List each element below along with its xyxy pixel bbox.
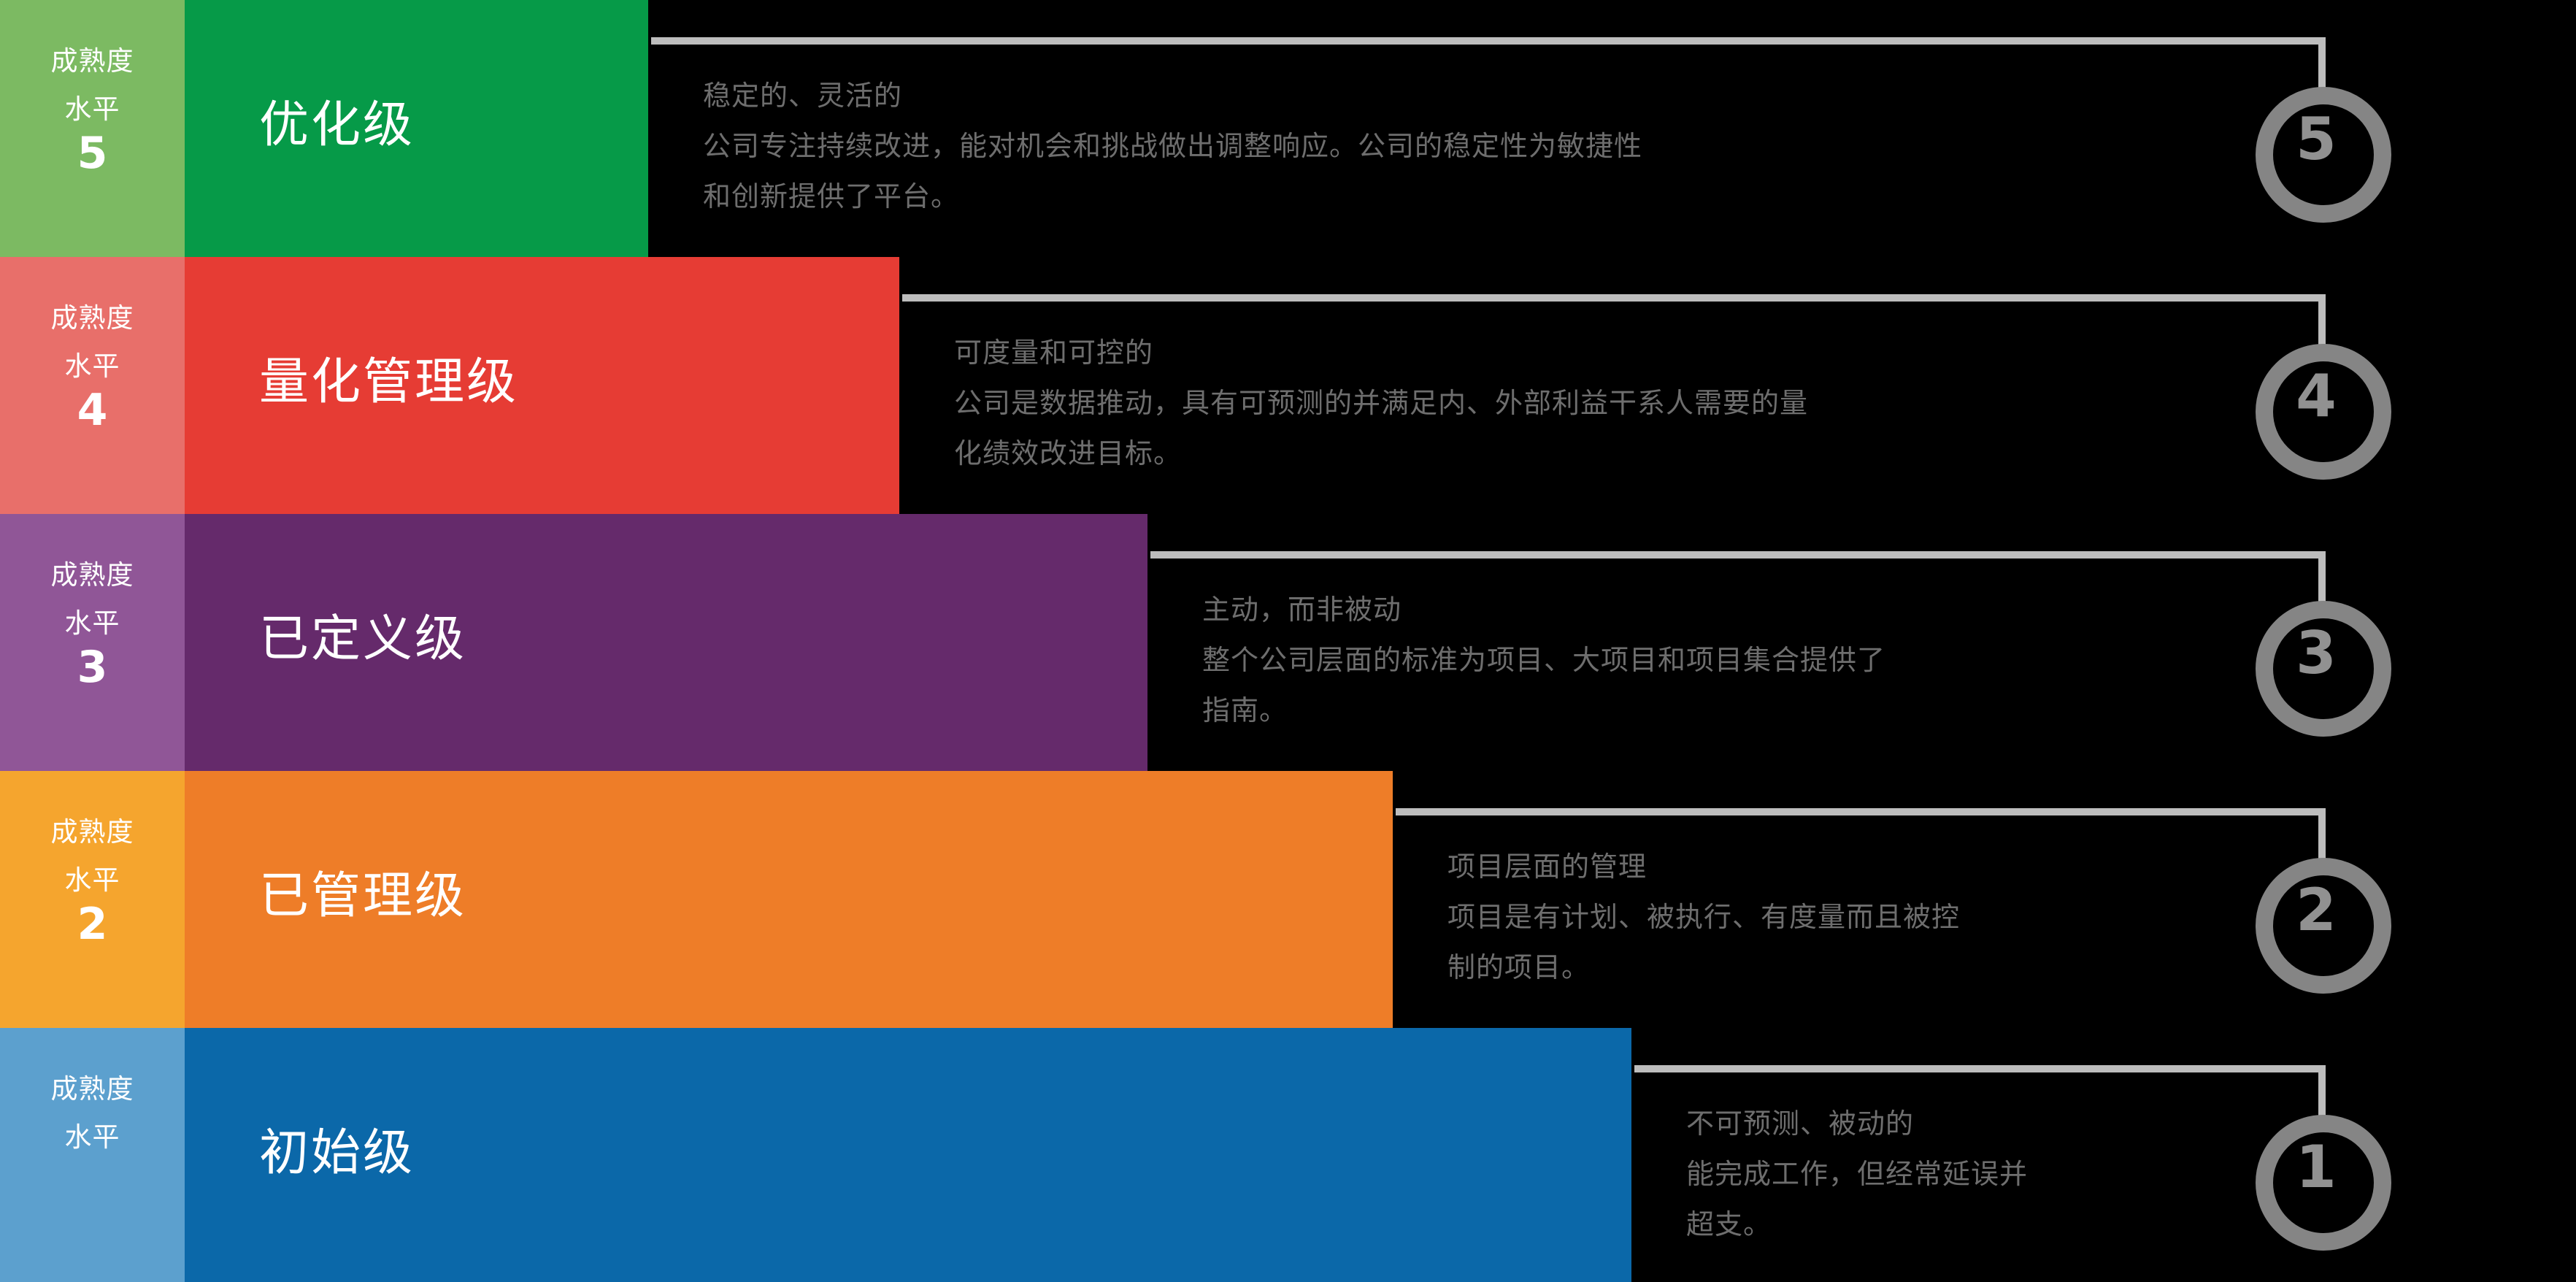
sidebar-heading-line2: 水平 [64,1121,120,1153]
connector-line-vertical [2318,559,2326,602]
connector-line-vertical [2318,815,2326,859]
sidebar-heading-line1: 成熟度 [50,1073,134,1105]
connector-line-vertical [2318,1072,2326,1116]
description-line: 不可预测、被动的 [1686,1108,1915,1140]
description-line: 整个公司层面的标准为项目、大项目和项目集合提供了 [1202,644,1886,676]
level-number: 3 [2296,619,2337,687]
level-sidebar: 成熟度 水平 4 [0,257,185,514]
level-description: 项目层面的管理 项目是有计划、被执行、有度量而且被控 制的项目。 [1447,842,1960,993]
level-sidebar: 成熟度 水平 [0,1028,185,1282]
level-description: 不可预测、被动的 能完成工作，但经常延误并 超支。 [1686,1099,2028,1250]
description-line: 和创新提供了平台。 [703,180,960,212]
level-bar: 已管理级 [185,771,1393,1028]
description-line: 项目层面的管理 [1447,851,1648,883]
sidebar-level-number: 5 [77,128,108,179]
level-number-circle: 3 [2256,601,2391,737]
connector-line-horizontal [902,294,2326,302]
connector-line-horizontal [651,37,2326,45]
connector-line-horizontal [1634,1065,2326,1072]
connector-line-horizontal [1396,808,2326,815]
maturity-row-level-5: 成熟度 水平 5 优化级 稳定的、灵活的 公司专注持续改进，能对机会和挑战做出调… [0,0,2576,257]
sidebar-heading-line1: 成熟度 [50,45,134,77]
sidebar-level-number: 2 [77,899,108,950]
sidebar-heading-line1: 成熟度 [50,302,134,334]
level-description: 主动，而非被动 整个公司层面的标准为项目、大项目和项目集合提供了 指南。 [1202,585,1885,736]
connector-line-vertical [2318,302,2326,345]
level-title: 量化管理级 [259,353,519,411]
maturity-row-level-2: 成熟度 水平 2 已管理级 项目层面的管理 项目是有计划、被执行、有度量而且被控… [0,771,2576,1028]
maturity-row-level-3: 成熟度 水平 3 已定义级 主动，而非被动 整个公司层面的标准为项目、大项目和项… [0,514,2576,771]
level-number-circle: 5 [2256,87,2391,223]
connector-line-vertical [2318,45,2326,88]
level-title: 已管理级 [259,867,467,925]
sidebar-heading-line2: 水平 [64,864,120,896]
level-number: 1 [2296,1133,2337,1201]
sidebar-heading-line2: 水平 [64,607,120,639]
description-line: 可度量和可控的 [954,337,1154,369]
level-number: 4 [2296,362,2337,430]
level-number-circle: 4 [2256,344,2391,480]
maturity-row-level-4: 成熟度 水平 4 量化管理级 可度量和可控的 公司是数据推动，具有可预测的并满足… [0,257,2576,514]
connector-line-horizontal [1150,551,2326,559]
level-bar: 初始级 [185,1028,1631,1282]
level-title: 优化级 [259,96,415,154]
description-line: 公司专注持续改进，能对机会和挑战做出调整响应。公司的稳定性为敏捷性 [703,130,1643,162]
level-bar: 已定义级 [185,514,1147,771]
level-number-circle: 1 [2256,1115,2391,1251]
level-title: 初始级 [259,1124,415,1182]
description-line: 超支。 [1686,1208,1772,1240]
level-number-circle: 2 [2256,858,2391,994]
description-line: 稳定的、灵活的 [703,80,903,112]
description-line: 化绩效改进目标。 [954,437,1183,469]
sidebar-heading-line1: 成熟度 [50,816,134,848]
level-sidebar: 成熟度 水平 5 [0,0,185,257]
level-bar: 量化管理级 [185,257,899,514]
level-bar: 优化级 [185,0,648,257]
description-line: 制的项目。 [1447,951,1591,983]
description-line: 能完成工作，但经常延误并 [1686,1158,2029,1190]
sidebar-level-number: 4 [77,385,108,436]
description-line: 项目是有计划、被执行、有度量而且被控 [1447,901,1961,933]
sidebar-heading-line2: 水平 [64,350,120,382]
level-title: 已定义级 [259,610,467,668]
description-line: 公司是数据推动，具有可预测的并满足内、外部利益干系人需要的量 [954,387,1809,419]
maturity-row-level-1: 成熟度 水平 初始级 不可预测、被动的 能完成工作，但经常延误并 超支。 1 [0,1028,2576,1282]
level-number: 2 [2296,876,2337,944]
level-description: 稳定的、灵活的 公司专注持续改进，能对机会和挑战做出调整响应。公司的稳定性为敏捷… [703,71,1642,222]
sidebar-level-number: 3 [77,642,108,693]
level-sidebar: 成熟度 水平 2 [0,771,185,1028]
sidebar-heading-line2: 水平 [64,93,120,125]
level-description: 可度量和可控的 公司是数据推动，具有可预测的并满足内、外部利益干系人需要的量 化… [954,328,1808,479]
sidebar-heading-line1: 成熟度 [50,559,134,591]
description-line: 指南。 [1202,694,1288,726]
level-number: 5 [2296,105,2337,173]
description-line: 主动，而非被动 [1202,594,1402,626]
level-sidebar: 成熟度 水平 3 [0,514,185,771]
